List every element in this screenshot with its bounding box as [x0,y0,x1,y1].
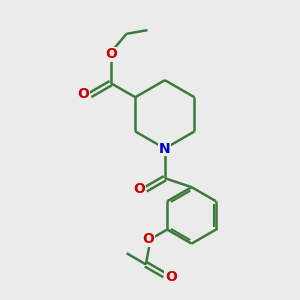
Text: O: O [105,47,117,61]
Text: O: O [78,87,90,101]
Text: O: O [142,232,154,246]
Text: N: N [159,142,171,155]
Text: O: O [165,270,177,283]
Text: O: O [133,182,145,197]
